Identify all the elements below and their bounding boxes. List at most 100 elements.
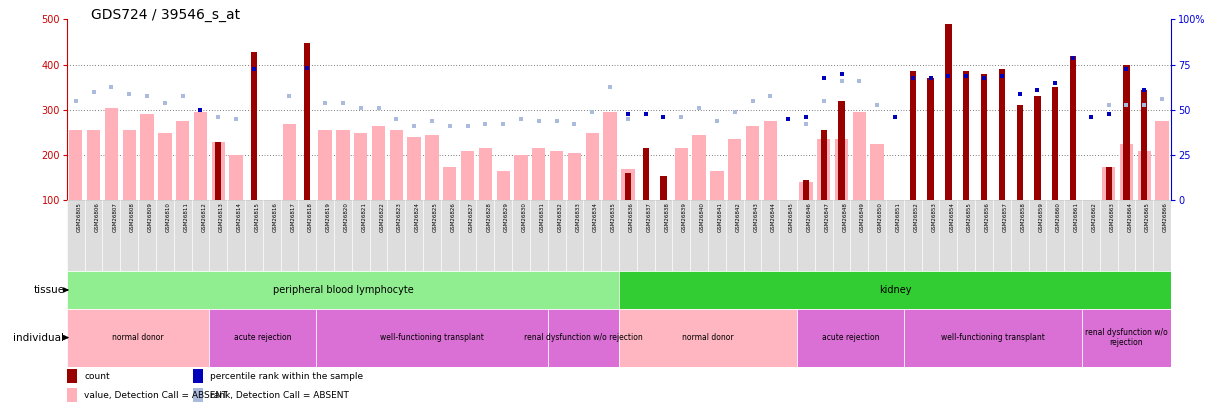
Text: GSM26830: GSM26830 [522, 202, 527, 232]
Text: GSM26839: GSM26839 [682, 202, 687, 232]
Point [1099, 102, 1119, 109]
Bar [1046, 200, 1064, 271]
Point [102, 84, 122, 91]
Point [156, 100, 175, 107]
Bar [833, 200, 850, 271]
Point [921, 75, 940, 81]
Text: kidney: kidney [879, 285, 911, 295]
Text: GSM26825: GSM26825 [433, 202, 438, 232]
Bar [672, 200, 691, 271]
Bar [1082, 200, 1099, 271]
Text: GSM26808: GSM26808 [130, 202, 135, 232]
Text: GSM26841: GSM26841 [717, 202, 722, 232]
Point [475, 120, 495, 127]
Bar [619, 309, 796, 367]
Point [708, 118, 727, 124]
Bar [67, 309, 209, 367]
Bar [1155, 121, 1169, 200]
Bar [69, 130, 83, 200]
Point [405, 123, 424, 129]
Bar [764, 121, 777, 200]
Bar [140, 115, 153, 200]
Bar [1118, 200, 1136, 271]
Text: GSM26820: GSM26820 [344, 202, 349, 232]
Point [66, 98, 85, 104]
Bar [850, 200, 868, 271]
Text: acute rejection: acute rejection [233, 333, 292, 342]
Bar [123, 130, 136, 200]
Bar [1082, 309, 1171, 367]
Bar [1052, 87, 1058, 200]
Bar [212, 142, 225, 200]
Point [137, 93, 157, 100]
Text: GSM26858: GSM26858 [1020, 202, 1025, 232]
Text: GSM26812: GSM26812 [202, 202, 207, 232]
Bar [426, 135, 439, 200]
Text: GSM26819: GSM26819 [326, 202, 331, 232]
Text: GSM26859: GSM26859 [1038, 202, 1043, 232]
Bar [281, 200, 298, 271]
Point [957, 73, 976, 79]
Bar [533, 148, 546, 200]
Bar [530, 200, 547, 271]
Bar [514, 155, 528, 200]
Text: GSM26829: GSM26829 [505, 202, 510, 232]
Text: tissue: tissue [33, 285, 64, 295]
Bar [193, 112, 207, 200]
Bar [1064, 200, 1082, 271]
Point [1063, 55, 1082, 61]
Bar [192, 369, 203, 383]
Text: GSM26865: GSM26865 [1145, 202, 1150, 232]
Point [654, 113, 674, 120]
Bar [550, 151, 563, 200]
Bar [728, 139, 742, 200]
Bar [230, 155, 243, 200]
Bar [637, 200, 654, 271]
Bar [443, 166, 456, 200]
Text: renal dysfunction w/o rejection: renal dysfunction w/o rejection [524, 333, 643, 342]
Bar [174, 200, 192, 271]
Bar [370, 200, 388, 271]
Bar [1102, 166, 1115, 200]
Bar [477, 200, 494, 271]
Point [1028, 86, 1047, 93]
Bar [963, 72, 969, 200]
Text: GSM26811: GSM26811 [184, 202, 188, 232]
Bar [815, 200, 833, 271]
Text: GSM26838: GSM26838 [664, 202, 669, 232]
Point [368, 104, 388, 111]
Bar [998, 69, 1004, 200]
Text: GSM26852: GSM26852 [913, 202, 918, 232]
Text: GSM26860: GSM26860 [1057, 202, 1062, 232]
Point [84, 89, 103, 95]
Bar [1010, 200, 1029, 271]
Text: GSM26826: GSM26826 [451, 202, 456, 232]
Point [244, 66, 264, 72]
Bar [1120, 144, 1133, 200]
Bar [817, 139, 831, 200]
Bar [871, 144, 884, 200]
Point [939, 73, 958, 79]
Bar [745, 126, 759, 200]
Point [850, 77, 869, 84]
Bar [796, 200, 815, 271]
Point [1135, 102, 1154, 109]
Point [547, 118, 567, 124]
Text: GSM26848: GSM26848 [843, 202, 848, 232]
Text: GSM26851: GSM26851 [896, 202, 901, 232]
Bar [351, 200, 370, 271]
Point [582, 109, 602, 115]
Point [743, 98, 762, 104]
Bar [263, 200, 281, 271]
Bar [710, 171, 724, 200]
Bar [922, 200, 940, 271]
Text: GDS724 / 39546_s_at: GDS724 / 39546_s_at [91, 8, 241, 22]
Text: GSM26824: GSM26824 [415, 202, 420, 232]
Text: GSM26822: GSM26822 [379, 202, 384, 232]
Text: GSM26813: GSM26813 [219, 202, 224, 232]
Text: GSM26843: GSM26843 [754, 202, 759, 232]
Text: GSM26844: GSM26844 [771, 202, 776, 232]
Bar [1105, 166, 1111, 200]
Bar [250, 52, 257, 200]
Point [191, 107, 210, 113]
